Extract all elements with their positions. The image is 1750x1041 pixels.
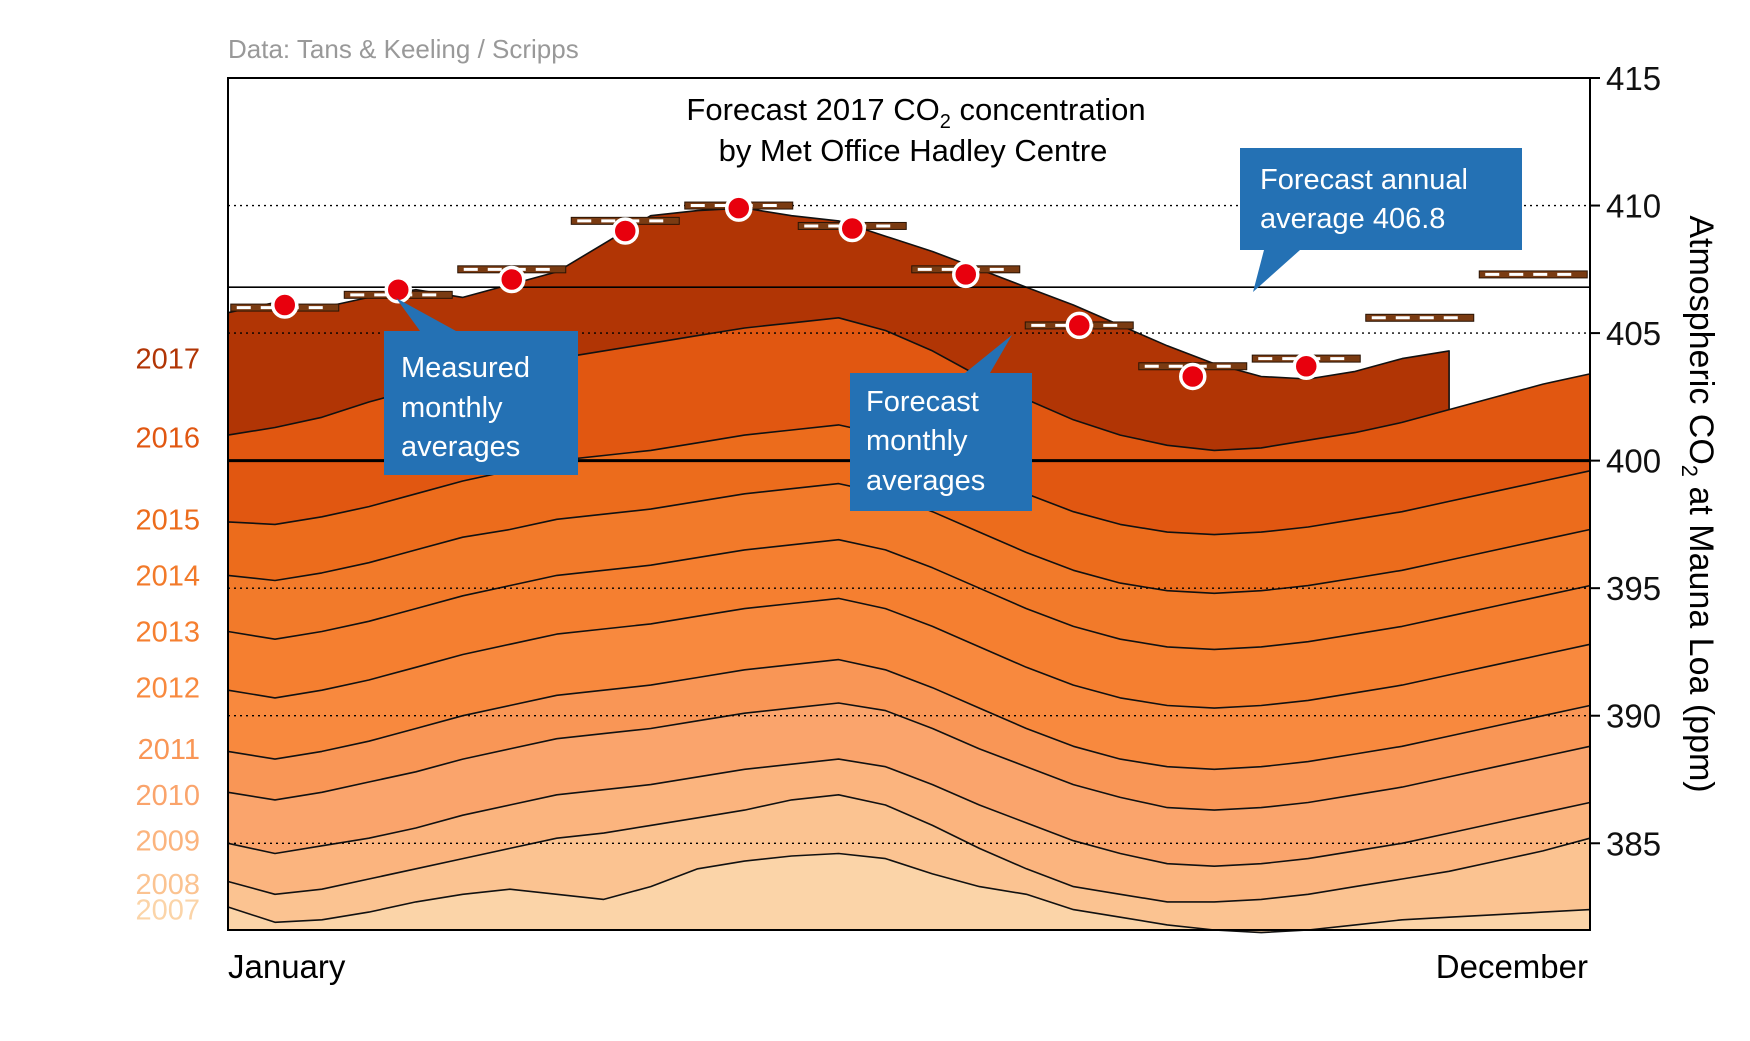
area-2007 bbox=[227, 852, 1591, 934]
year-label-2017: 2017 bbox=[135, 344, 200, 376]
measured-dots bbox=[271, 194, 1320, 391]
y-axis-ticks: 415 410 405 400 395 390 385 bbox=[1590, 60, 1661, 862]
measured-dot bbox=[384, 275, 412, 304]
measured-dot bbox=[611, 217, 639, 245]
y-tick-label: 405 bbox=[1606, 315, 1661, 352]
callout-annual-line-2: average 406.8 bbox=[1260, 203, 1445, 235]
year-label-2008: 2008 bbox=[135, 869, 200, 901]
measured-dot bbox=[838, 214, 866, 243]
callout-forecast-box bbox=[850, 335, 1032, 511]
x-axis-start-label: January bbox=[228, 948, 346, 985]
y-tick-label: 395 bbox=[1606, 570, 1661, 607]
measured-dot bbox=[952, 260, 980, 289]
title-line-2: by Met Office Hadley Centre bbox=[719, 133, 1108, 168]
callout-forecast-line-1: Forecast bbox=[866, 386, 979, 418]
measured-dot bbox=[1065, 311, 1093, 340]
y-tick-label: 385 bbox=[1606, 825, 1661, 862]
year-label-2015: 2015 bbox=[135, 504, 200, 536]
year-label-2007: 2007 bbox=[135, 895, 200, 927]
y-tick-label: 410 bbox=[1606, 188, 1661, 225]
x-axis-end-label: December bbox=[1436, 948, 1588, 985]
callout-forecast-line-2: monthly bbox=[866, 425, 968, 457]
y-tick-label: 415 bbox=[1606, 60, 1661, 97]
year-label-2009: 2009 bbox=[135, 826, 200, 858]
callout-measured: Measured monthly averages bbox=[384, 298, 578, 475]
source-note: Data: Tans & Keeling / Scripps bbox=[228, 34, 579, 64]
year-label-2012: 2012 bbox=[135, 673, 200, 705]
measured-dot bbox=[1179, 362, 1207, 391]
title-line-1: Forecast 2017 CO2 concentration bbox=[686, 92, 1145, 133]
year-label-2014: 2014 bbox=[135, 560, 200, 592]
y-tick-label: 400 bbox=[1606, 443, 1661, 480]
callout-annual-box bbox=[1240, 148, 1522, 292]
year-label-2013: 2013 bbox=[135, 617, 200, 649]
callout-measured-line-1: Measured bbox=[401, 352, 530, 384]
y-tick-label: 390 bbox=[1606, 698, 1661, 735]
year-label-2011: 2011 bbox=[138, 734, 200, 766]
callout-forecast: Forecast monthly averages bbox=[850, 335, 1032, 511]
measured-dot bbox=[725, 194, 753, 222]
measured-dot bbox=[1292, 352, 1320, 381]
chart-title: Forecast 2017 CO2 concentration by Met O… bbox=[686, 92, 1145, 168]
measured-dot bbox=[271, 291, 299, 319]
callout-measured-box bbox=[384, 298, 578, 475]
plot-frame bbox=[227, 77, 1591, 931]
callout-measured-line-3: averages bbox=[401, 431, 520, 463]
year-label-2016: 2016 bbox=[135, 423, 200, 455]
callout-annual: Forecast annual average 406.8 bbox=[1240, 148, 1522, 292]
year-label-2010: 2010 bbox=[135, 780, 200, 812]
callout-measured-line-2: monthly bbox=[401, 392, 503, 424]
measured-dot bbox=[498, 265, 526, 294]
callout-forecast-line-3: averages bbox=[866, 465, 985, 497]
y-axis-title: Atmospheric CO2 at Mauna Loa (ppm) bbox=[1677, 215, 1720, 792]
callout-annual-line-1: Forecast annual bbox=[1260, 164, 1468, 196]
